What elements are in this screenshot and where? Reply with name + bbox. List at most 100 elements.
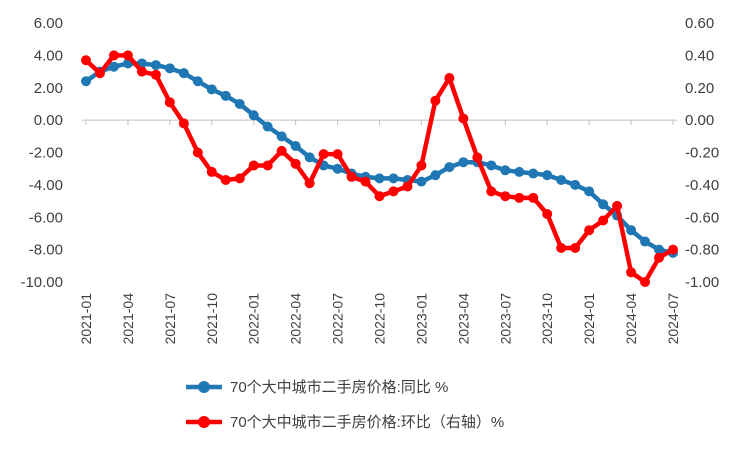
series-2-point <box>304 178 315 189</box>
series-1-point <box>192 76 203 87</box>
series-2-point <box>220 175 231 186</box>
series-2-point <box>598 215 609 226</box>
series-1-point <box>640 236 651 247</box>
series-1-point <box>388 173 399 184</box>
series-2-point <box>584 225 595 236</box>
series-2-point <box>556 243 567 254</box>
legend-label-2: 70个大中城市二手房价格:环比（右轴）% <box>230 414 504 431</box>
series-2-point <box>276 145 287 156</box>
x-tick-label: 2022-04 <box>288 293 304 345</box>
series-2-point <box>514 192 525 203</box>
x-tick-label: 2023-07 <box>497 293 513 345</box>
series-1-point <box>598 199 609 210</box>
series-1-point <box>164 63 175 74</box>
series-2-point <box>640 277 651 287</box>
x-tick-label: 2022-10 <box>372 293 388 345</box>
series-1-point <box>626 225 637 236</box>
legend-label-1: 70个大中城市二手房价格:同比 % <box>230 379 448 396</box>
series-2-point <box>248 160 259 171</box>
y-right-tick-label: -0.80 <box>685 242 719 259</box>
series-2-point <box>626 267 637 278</box>
series-1-point <box>542 170 553 181</box>
y-right-tick-label: -0.20 <box>685 145 719 162</box>
y-left-tick-label: 0.00 <box>34 112 63 129</box>
series-1-point <box>81 76 91 87</box>
series-2-point <box>346 171 357 182</box>
series-1-point <box>654 244 665 255</box>
x-tick-label: 2021-04 <box>120 293 136 345</box>
series-1-point <box>570 179 581 190</box>
legend-swatch-marker-1 <box>198 381 210 393</box>
x-tick-label: 2022-01 <box>246 293 262 345</box>
series-2-point <box>374 191 385 202</box>
series-2-point <box>654 252 665 263</box>
x-tick-label: 2021-07 <box>162 293 178 345</box>
series-line-2 <box>83 53 676 285</box>
series-2-point <box>332 149 343 160</box>
x-tick-label: 2021-10 <box>204 293 220 345</box>
series-1-point <box>150 60 161 71</box>
series-1-point <box>290 141 301 152</box>
x-tick-label: 2024-01 <box>581 293 597 345</box>
y-right-tick-label: -0.40 <box>685 177 719 194</box>
series-2-point <box>192 147 203 158</box>
series-2-point <box>528 192 539 203</box>
y-left-tick-label: -8.00 <box>29 242 63 259</box>
series-1-point <box>500 165 511 176</box>
series-1-point <box>234 98 245 109</box>
series-2-point <box>81 55 91 66</box>
y-left-tick-label: -2.00 <box>29 145 63 162</box>
series-2-point <box>416 160 427 171</box>
series-line-1 <box>83 61 676 256</box>
x-tick-label: 2024-04 <box>623 293 639 345</box>
series-1-point <box>220 90 231 101</box>
y-right-tick-label: -1.00 <box>685 274 719 291</box>
series-2-point <box>150 69 161 80</box>
series-1-point <box>416 176 427 187</box>
series-1-point <box>528 168 539 179</box>
series-2-point <box>206 166 217 177</box>
series-2-point <box>108 50 119 61</box>
y-left-tick-label: 6.00 <box>34 15 63 32</box>
y-right-tick-label: 0.20 <box>685 80 714 97</box>
y-left-tick-label: -10.00 <box>20 274 63 291</box>
series-2-point <box>388 186 399 197</box>
y-right-tick-label: 0.00 <box>685 112 714 129</box>
series-1-point <box>108 61 119 72</box>
series-2-point <box>178 118 189 129</box>
series-2-point <box>234 173 245 184</box>
series-1-point <box>374 173 385 184</box>
series-1-point <box>444 162 455 173</box>
series-2-point <box>668 244 678 255</box>
series-2-point <box>122 50 133 61</box>
series-1-point <box>248 110 259 121</box>
series-1-point <box>206 84 217 95</box>
series-2-point <box>164 97 175 108</box>
series-2-point <box>486 186 497 197</box>
x-tick-label: 2021-01 <box>78 293 94 345</box>
series-2-point <box>458 113 469 124</box>
y-left-tick-label: -4.00 <box>29 177 63 194</box>
series-2-point <box>500 191 511 202</box>
series-2-point <box>444 73 455 84</box>
series-2-point <box>402 181 413 192</box>
series-1-point <box>486 160 497 171</box>
series-2-point <box>360 176 371 187</box>
series-1-point <box>556 175 567 186</box>
x-tick-label: 2023-01 <box>413 293 429 345</box>
series-1-point <box>430 170 441 181</box>
y-right-tick-label: 0.60 <box>685 15 714 32</box>
series-2-point <box>318 149 329 160</box>
series-2-point <box>94 68 105 79</box>
legend-swatch-marker-2 <box>198 416 210 428</box>
series-2-point <box>290 158 301 169</box>
series-1-point <box>262 121 273 132</box>
y-right-tick-label: -0.60 <box>685 209 719 226</box>
series-2-point <box>570 243 581 254</box>
series-1-point <box>304 152 315 163</box>
series-2-point <box>262 160 273 171</box>
y-left-tick-label: -6.00 <box>29 209 63 226</box>
x-tick-label: 2023-10 <box>539 293 555 345</box>
